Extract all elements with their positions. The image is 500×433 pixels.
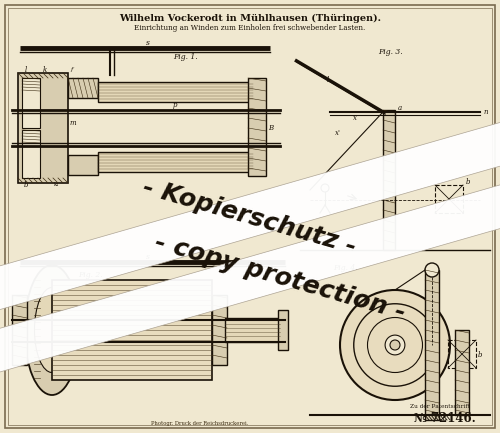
Text: k: k — [43, 66, 47, 74]
Circle shape — [354, 304, 436, 386]
Text: Einrichtung an Winden zum Einholen frei schwebender Lasten.: Einrichtung an Winden zum Einholen frei … — [134, 24, 366, 32]
Text: p: p — [173, 101, 177, 109]
Bar — [435, 185, 463, 213]
Text: b: b — [466, 178, 470, 186]
Text: № 72146.: № 72146. — [414, 411, 476, 424]
Bar — [98, 82, 253, 102]
Text: k₁: k₁ — [54, 182, 60, 187]
Text: - copy protection -: - copy protection - — [152, 229, 408, 324]
Bar — [278, 310, 288, 350]
Bar — [448, 340, 476, 368]
Text: s: s — [146, 39, 150, 47]
Text: b: b — [478, 351, 482, 359]
Circle shape — [390, 340, 400, 350]
Bar — [225, 318, 280, 342]
Ellipse shape — [24, 265, 80, 395]
Text: x: x — [353, 114, 357, 122]
Text: Fig. 1.: Fig. 1. — [172, 53, 198, 61]
Text: Fig. 3.: Fig. 3. — [378, 48, 402, 56]
Circle shape — [425, 263, 439, 277]
Text: f: f — [71, 68, 73, 72]
Bar — [12, 295, 27, 365]
Text: b: b — [24, 181, 28, 189]
Text: - Kopierschutz -: - Kopierschutz - — [140, 175, 360, 259]
Text: n: n — [483, 108, 488, 116]
Circle shape — [368, 317, 422, 372]
Circle shape — [340, 290, 450, 400]
Text: a: a — [398, 104, 402, 112]
Text: Fig. 2.: Fig. 2. — [78, 271, 102, 279]
Bar — [98, 152, 253, 172]
Bar — [248, 78, 266, 176]
Bar — [425, 270, 439, 420]
Text: Zu der Patentschrift: Zu der Patentschrift — [410, 404, 470, 408]
Bar — [68, 155, 98, 175]
Bar — [22, 130, 40, 178]
Bar — [383, 110, 395, 250]
Bar — [455, 330, 469, 415]
Text: Fig. 4.: Fig. 4. — [332, 264, 357, 272]
Bar — [18, 73, 68, 183]
Text: x': x' — [335, 129, 341, 137]
Text: s: s — [146, 253, 150, 261]
Text: l: l — [327, 76, 329, 84]
Bar — [68, 78, 98, 98]
Bar — [0, 165, 500, 377]
Bar — [212, 295, 227, 365]
Ellipse shape — [34, 288, 70, 372]
Circle shape — [385, 335, 405, 355]
Bar — [22, 78, 40, 128]
Text: Photogr. Druck der Reichsdruckerei.: Photogr. Druck der Reichsdruckerei. — [152, 421, 248, 427]
Bar — [52, 280, 212, 380]
Text: B: B — [268, 124, 273, 132]
Bar — [0, 108, 500, 319]
Text: m: m — [70, 119, 76, 127]
Text: l: l — [25, 66, 27, 74]
Text: Wilhelm Vockerodt in Mühlhausen (Thüringen).: Wilhelm Vockerodt in Mühlhausen (Thüring… — [119, 13, 381, 23]
